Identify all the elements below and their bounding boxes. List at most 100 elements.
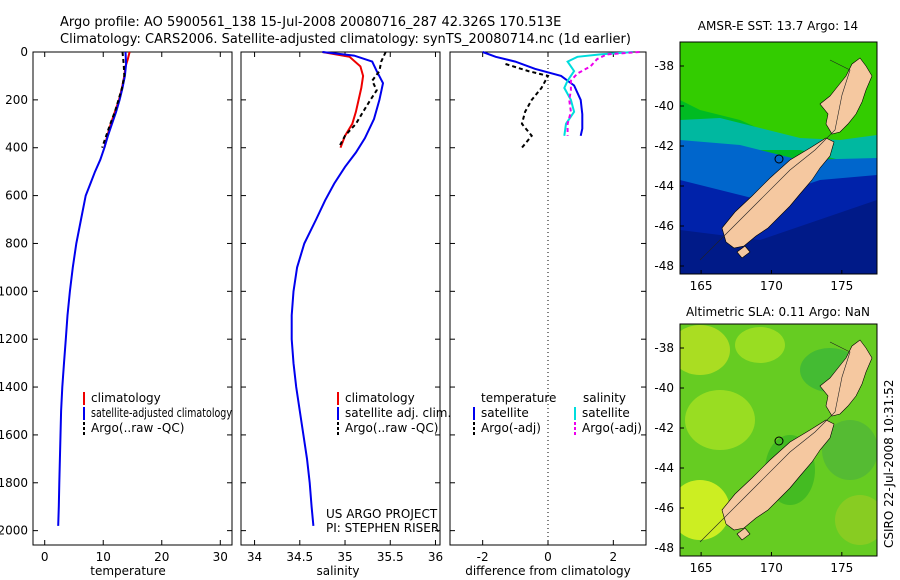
ytick-label: 1200 bbox=[0, 332, 28, 346]
sla-contour bbox=[699, 341, 851, 543]
salinity-axes-box bbox=[240, 51, 441, 546]
series-line-difference-2 bbox=[563, 51, 633, 136]
map-xtick-label: 170 bbox=[760, 561, 783, 575]
sst-map-ticks: 165 170 175 -38 -40 -42 -44 -46 -48 bbox=[654, 59, 853, 293]
sla-blob bbox=[822, 420, 877, 480]
sst-map-title: AMSR-E SST: 13.7 Argo: 14 bbox=[698, 19, 858, 33]
map-ytick-label: -38 bbox=[654, 341, 674, 355]
ytick-label: 400 bbox=[5, 141, 28, 155]
sla-map-field bbox=[680, 324, 877, 556]
series-line-difference-3 bbox=[566, 51, 640, 136]
xtick-label: 20 bbox=[154, 550, 169, 564]
map-xtick-label: 170 bbox=[760, 279, 783, 293]
sla-map-title: Altimetric SLA: 0.11 Argo: NaN bbox=[686, 305, 870, 319]
map-ytick-label: -44 bbox=[654, 179, 674, 193]
legend-label-argo: Argo(..raw -QC) bbox=[345, 421, 438, 435]
xtick-label: 35 bbox=[337, 550, 352, 564]
stewart-island bbox=[736, 527, 751, 541]
legend-label-climatology: climatology bbox=[91, 391, 161, 405]
sla-map-panel: Altimetric SLA: 0.11 Argo: NaN 165 170 175… bbox=[654, 305, 878, 575]
series-line-salinity-2 bbox=[337, 51, 387, 149]
xtick-label: 0 bbox=[544, 550, 552, 564]
temperature-lines bbox=[57, 51, 131, 526]
ytick-label: 800 bbox=[5, 236, 28, 250]
difference-axes-box bbox=[449, 51, 647, 546]
map-ytick-label: -48 bbox=[654, 259, 674, 273]
xtick-label: 34 bbox=[247, 550, 262, 564]
argo-float-marker bbox=[774, 436, 784, 446]
pi-annotation: PI: STEPHEN RISER bbox=[326, 521, 439, 535]
series-line-temperature-1 bbox=[57, 51, 128, 526]
map-xtick-label: 175 bbox=[830, 561, 853, 575]
salinity-ticks: 34 34.5 35 35.5 36 bbox=[241, 51, 443, 564]
salinity-panel: 34 34.5 35 35.5 36 salinity climatology sate… bbox=[240, 51, 451, 578]
difference-legend: temperature satellite Argo(-adj) salinit… bbox=[473, 391, 642, 435]
map-ytick-label: -42 bbox=[654, 139, 674, 153]
map-xtick-label: 165 bbox=[690, 279, 713, 293]
legend-label-sal-satellite: satellite bbox=[582, 406, 630, 420]
map-ytick-label: -40 bbox=[654, 381, 674, 395]
map-ytick-label: -40 bbox=[654, 99, 674, 113]
temperature-xlabel: temperature bbox=[90, 564, 165, 578]
temperature-ticks: 0 200 400 600 800 1000 1200 1400 1600 1800 2000 0 10… bbox=[0, 45, 232, 564]
legend-label-satellite: satellite-adjusted climatology bbox=[91, 406, 232, 420]
xtick-label: -2 bbox=[477, 550, 489, 564]
series-line-temperature-2 bbox=[101, 51, 126, 149]
series-line-difference-1 bbox=[505, 63, 550, 149]
figure-title-line2: Climatology: CARS2006. Satellite-adjuste… bbox=[60, 32, 631, 47]
ytick-label: 2000 bbox=[0, 524, 28, 538]
sst-map-frame bbox=[679, 41, 878, 275]
argo-float-marker bbox=[774, 154, 784, 164]
xtick-label: 30 bbox=[213, 550, 228, 564]
ytick-label: 600 bbox=[5, 189, 28, 203]
temperature-panel: 0 200 400 600 800 1000 1200 1400 1600 1800 2000 0 10… bbox=[0, 45, 233, 578]
series-line-salinity-0 bbox=[322, 51, 365, 149]
north-island bbox=[819, 339, 873, 417]
sst-coldest-band bbox=[680, 200, 877, 274]
figure-title-line1: Argo profile: AO 5900561_138 15-Jul-2008… bbox=[60, 15, 561, 30]
ytick-label: 0 bbox=[20, 45, 28, 59]
salinity-lines bbox=[290, 51, 387, 526]
sla-blob bbox=[835, 495, 877, 545]
salinity-legend: climatology satellite adj. clim. Argo(..… bbox=[337, 391, 451, 435]
salinity-xlabel: salinity bbox=[316, 564, 359, 578]
sst-map-field bbox=[680, 42, 877, 274]
legend-heading-salinity: salinity bbox=[583, 391, 626, 405]
sst-land bbox=[721, 57, 873, 259]
map-ytick-label: -46 bbox=[654, 501, 674, 515]
map-ytick-label: -44 bbox=[654, 461, 674, 475]
map-xtick-label: 165 bbox=[690, 561, 713, 575]
sla-land bbox=[721, 339, 873, 541]
difference-xlabel: difference from climatology bbox=[465, 564, 631, 578]
legend-label-temp-argo: Argo(-adj) bbox=[481, 421, 541, 435]
temperature-legend: climatology satellite-adjusted climatolo… bbox=[83, 391, 232, 435]
legend-label-climatology: climatology bbox=[345, 391, 415, 405]
south-island bbox=[721, 419, 835, 531]
ytick-label: 1600 bbox=[0, 428, 28, 442]
creation-stamp: CSIRO 22-Jul-2008 10:31:52 bbox=[882, 380, 896, 548]
ytick-label: 200 bbox=[5, 93, 28, 107]
temperature-axes-box bbox=[32, 51, 233, 546]
series-line-salinity-1 bbox=[290, 51, 385, 526]
xtick-label: 36 bbox=[428, 550, 443, 564]
sst-map-panel: AMSR-E SST: 13.7 Argo: 14 165 170 175 -38 -4… bbox=[654, 19, 878, 293]
project-annotation: US ARGO PROJECT bbox=[326, 507, 438, 521]
ytick-label: 1400 bbox=[0, 380, 28, 394]
map-ytick-label: -38 bbox=[654, 59, 674, 73]
xtick-label: 34.5 bbox=[286, 550, 313, 564]
xtick-label: 10 bbox=[96, 550, 111, 564]
difference-panel: -2 0 2 difference from climatology tempera… bbox=[449, 51, 647, 578]
xtick-label: 35.5 bbox=[377, 550, 404, 564]
map-ytick-label: -48 bbox=[654, 541, 674, 555]
legend-heading-temperature: temperature bbox=[481, 391, 556, 405]
north-island bbox=[819, 57, 873, 135]
map-ytick-label: -42 bbox=[654, 421, 674, 435]
map-ytick-label: -46 bbox=[654, 219, 674, 233]
south-island bbox=[721, 137, 835, 249]
sla-blob bbox=[685, 390, 755, 450]
stewart-island bbox=[736, 245, 751, 259]
sla-blob bbox=[680, 480, 730, 540]
legend-label-temp-satellite: satellite bbox=[481, 406, 529, 420]
legend-label-sal-argo: Argo(-adj) bbox=[582, 421, 642, 435]
